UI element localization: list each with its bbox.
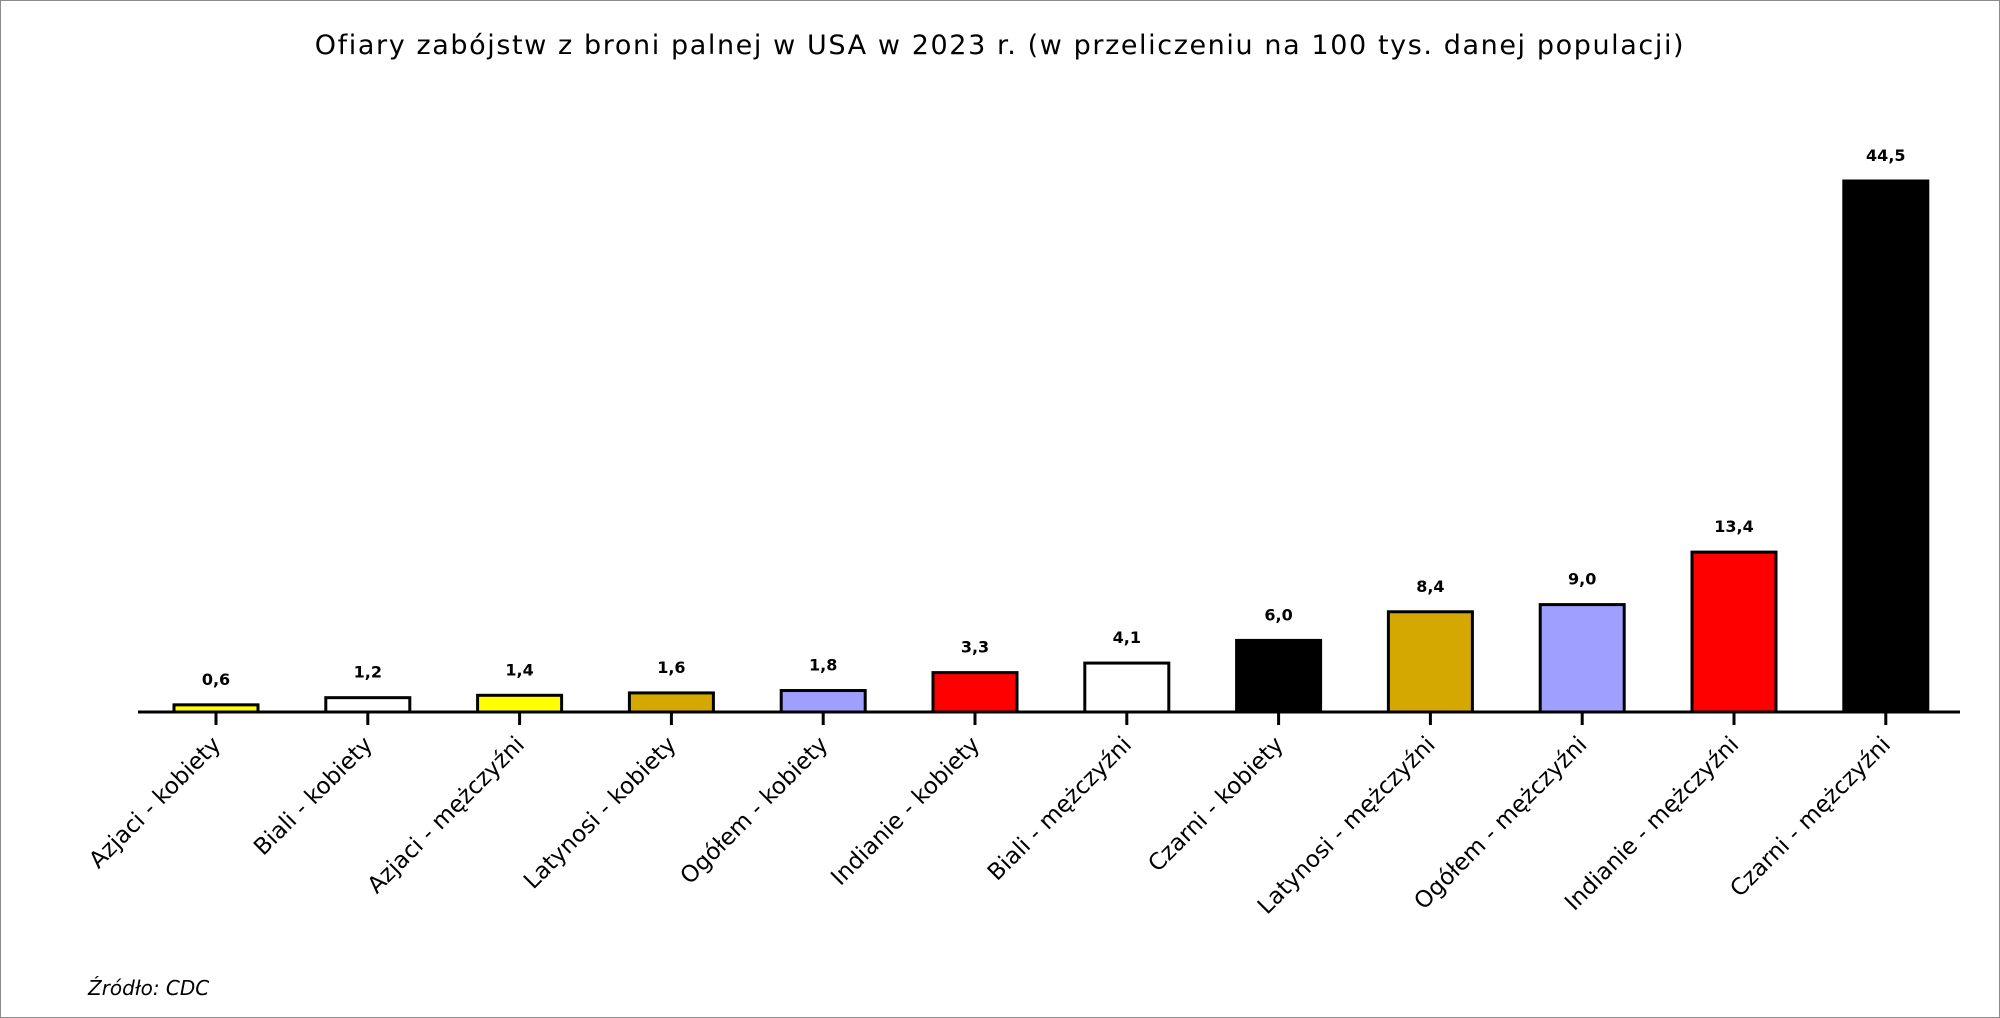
bar-9 [1386,610,1474,714]
bar-2 [324,696,412,714]
data-label-1: 0,6 [202,670,230,689]
data-label-11: 13,4 [1714,517,1753,536]
bar-11 [1690,550,1778,714]
data-label-9: 8,4 [1416,577,1444,596]
bar-4 [627,691,715,714]
category-label-8: Czarni - kobiety [1144,732,1289,877]
data-label-8: 6,0 [1264,605,1292,624]
category-label-9: Latynosi - mężczyźni [1253,732,1441,920]
category-label-3: Azjaci - mężczyźni [363,732,530,899]
bar-8 [1235,638,1323,714]
category-label-12: Czarni - mężczyźni [1726,732,1897,903]
bar-7 [1083,661,1171,714]
chart-title: Ofiary zabójstw z broni palnej w USA w 2… [314,30,1686,61]
category-label-10: Ogółem - mężczyźni [1409,732,1592,915]
data-label-7: 4,1 [1113,628,1141,647]
category-label-6: Indianie - kobiety [826,732,985,891]
category-label-2: Biali - kobiety [249,732,378,861]
data-label-12: 44,5 [1866,146,1905,165]
category-label-5: Ogółem - kobiety [676,732,834,890]
data-label-10: 9,0 [1568,570,1596,589]
bar-10 [1538,603,1626,714]
data-label-6: 3,3 [961,638,989,657]
category-label-1: Azjaci - kobiety [84,732,226,874]
category-label-11: Indianie - mężczyźni [1560,732,1744,916]
bar-6 [931,671,1019,714]
data-label-4: 1,6 [657,658,685,677]
category-label-7: Biali - mężczyźni [983,732,1137,886]
bar-3 [476,693,564,714]
data-label-5: 1,8 [809,656,837,675]
chart-source: Źródło: CDC [88,976,210,1000]
bar-5 [779,689,867,714]
category-label-4: Latynosi - kobiety [519,732,682,895]
data-label-3: 1,4 [505,660,533,679]
data-label-2: 1,2 [354,663,382,682]
bar-12 [1842,179,1930,714]
